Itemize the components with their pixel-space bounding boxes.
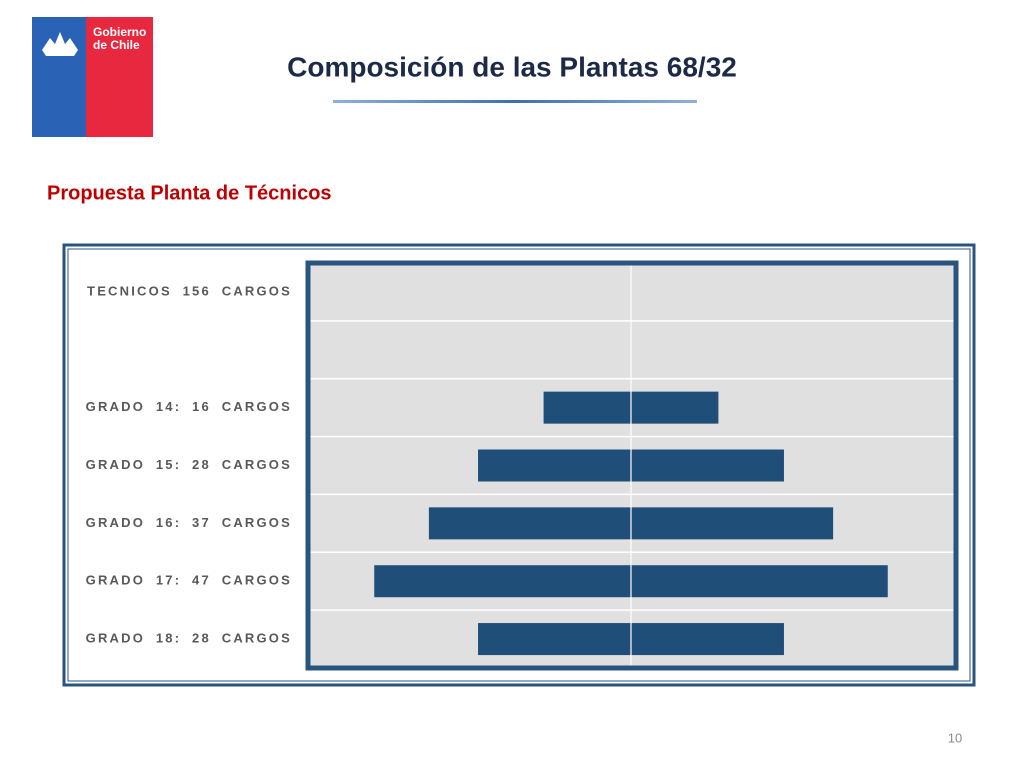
- row-label: GRADO 18: 28 CARGOS: [86, 631, 292, 646]
- row-label: GRADO 14: 16 CARGOS: [86, 399, 292, 414]
- page-number: 10: [948, 730, 962, 745]
- row-label: GRADO 17: 47 CARGOS: [86, 573, 292, 588]
- logo-text: de Chile: [93, 38, 140, 52]
- plot-border: [305, 260, 959, 671]
- row-label: TECNICOS 156 CARGOS: [87, 283, 292, 298]
- subtitle: Propuesta Planta de Técnicos: [47, 182, 332, 204]
- logo-red: [86, 17, 153, 137]
- outer-frame-inner: [67, 248, 971, 682]
- title: Composición de las Plantas 68/32: [287, 51, 737, 82]
- marks: [308, 263, 956, 668]
- row-label: GRADO 15: 28 CARGOS: [86, 457, 292, 472]
- logo-text: Gobierno: [93, 25, 146, 39]
- logo: Gobierno de Chile: [32, 17, 153, 137]
- row-label: GRADO 16: 37 CARGOS: [86, 515, 292, 530]
- title-underline: [333, 100, 697, 103]
- logo-emblem: [42, 32, 78, 56]
